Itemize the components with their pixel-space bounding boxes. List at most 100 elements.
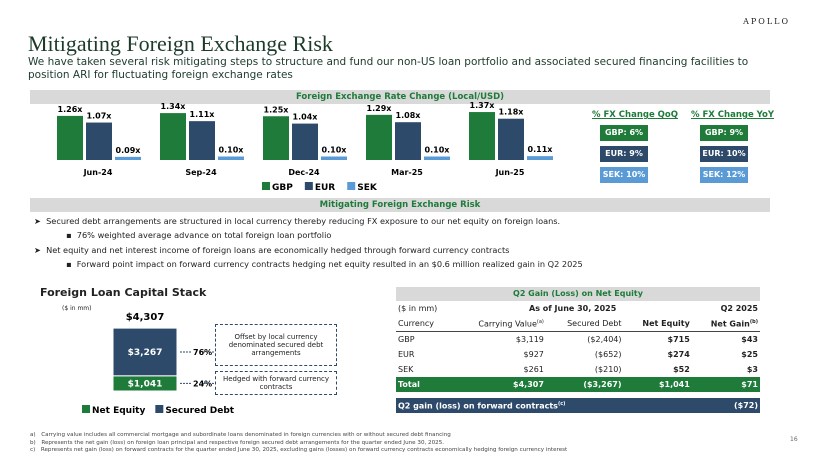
bar	[469, 112, 495, 160]
legend-label: SEK	[357, 183, 378, 193]
cell-text: Q2 gain (loss) on forward contracts	[398, 401, 558, 411]
row: EUR $927 ($652) $274 $25	[396, 347, 760, 362]
cell: $927	[523, 350, 544, 359]
fx-band: Foreign Exchange Rate Change (Local/USD)	[30, 90, 770, 104]
x-tick-label: Dec-24	[288, 168, 320, 177]
legend-swatch	[82, 405, 90, 413]
cell: SEK	[398, 365, 414, 374]
legend-label: EUR	[315, 183, 335, 193]
cell: $4,307	[513, 380, 544, 389]
footnote: c) Represents net gain (loss) on forward…	[30, 447, 568, 453]
value-label: 1.26x	[58, 105, 84, 114]
value-label: 1.18x	[499, 108, 525, 117]
bar	[115, 156, 141, 160]
cell: ($72)	[733, 401, 758, 410]
cell: ($652)	[594, 350, 622, 359]
total-label: $4,307	[126, 312, 165, 323]
cell: Q2 gain (loss) on forward contracts(c)	[396, 398, 692, 413]
forward-row: Q2 gain (loss) on forward contracts(c) ($…	[396, 398, 760, 413]
table-title: Q2 Gain (Loss) on Net Equity	[396, 287, 760, 301]
value-label: 1.25x	[264, 105, 290, 114]
cell: $715	[667, 335, 690, 344]
segment-label: $1,041	[128, 379, 163, 389]
value-label: 1.08x	[396, 111, 422, 120]
fx-box: GBP: 9%	[700, 125, 748, 141]
value-label: 1.07x	[87, 112, 113, 121]
bar	[57, 115, 83, 160]
title: Mitigating Foreign Exchange Risk	[28, 31, 333, 56]
footnote: b) Represents the net gain (loss) on for…	[30, 439, 445, 446]
annotation: Offset by local currency denominated sec…	[228, 333, 324, 357]
bar	[424, 156, 450, 160]
bar	[189, 121, 215, 160]
row: GBP $3,119 ($2,404) $715 $43	[396, 332, 760, 348]
fx-box: EUR: 10%	[700, 146, 748, 162]
fx-box: SEK: 10%	[600, 167, 648, 183]
bullet-text: Secured debt arrangements are structured…	[46, 216, 561, 226]
page-number: 16	[790, 436, 798, 443]
bar	[498, 118, 524, 160]
row: Currency Carrying Value(a) Secured Debt Net…	[396, 316, 760, 332]
fx-box: EUR: 9%	[600, 146, 648, 162]
bar	[395, 122, 421, 160]
bar	[160, 113, 186, 160]
cell: ($3,267)	[583, 380, 622, 389]
bar	[366, 114, 392, 160]
legend-label: Net Equity	[92, 406, 145, 416]
cell: Net Gain(b)	[692, 316, 760, 332]
cell-text: Carrying Value	[478, 319, 537, 329]
cell: Total	[398, 380, 420, 389]
cell: $43	[741, 335, 758, 344]
value-label: 1.29x	[367, 104, 393, 113]
sub-bullet: ▪ Forward point impact on forward curren…	[66, 259, 583, 269]
bullet: ➤ Secured debt arrangements are structur…	[34, 216, 561, 226]
cell: $3	[746, 365, 758, 374]
footnote: a) Carrying value includes all commercia…	[30, 432, 451, 438]
footnotes: a) Carrying value includes all commercia…	[30, 432, 790, 455]
cell-text: Net Gain	[710, 319, 750, 329]
value-label: 0.11x	[528, 145, 554, 154]
bullet: ➤ Net equity and net interest income of …	[34, 245, 510, 255]
cell: $25	[741, 350, 758, 359]
cell: GBP	[398, 335, 415, 344]
legend-label: Secured Debt	[165, 406, 234, 416]
table: ($ in mm) As of June 30, 2025 Q2 2025 Curr…	[396, 301, 760, 413]
value-label: 0.10x	[322, 146, 348, 155]
annotation-box: Offset by local currency denominated sec…	[215, 324, 337, 366]
bar	[527, 156, 553, 160]
bar	[86, 122, 112, 160]
cell: EUR	[398, 350, 415, 359]
cell: $261	[523, 365, 544, 374]
x-tick-label: Jun-25	[495, 168, 525, 177]
row: SEK $261 ($210) $52 $3	[396, 362, 760, 377]
fx-box: SEK: 12%	[700, 167, 748, 183]
bar	[218, 156, 244, 160]
annotation-box: Hedged with forward currency contracts	[215, 371, 337, 395]
share-label: 24%	[193, 379, 212, 388]
subtitle: We have taken several risk mitigating st…	[28, 56, 749, 81]
row: ($ in mm) As of June 30, 2025 Q2 2025	[396, 301, 760, 316]
cell: $1,041	[658, 380, 690, 389]
value-label: 1.34x	[161, 102, 187, 111]
x-tick-label: Sep-24	[185, 168, 217, 177]
fx-title: % FX Change YoY	[691, 110, 775, 120]
cell: Secured Debt	[567, 319, 622, 328]
total-row: Total $4,307 ($3,267) $1,041 $71	[396, 377, 760, 392]
x-tick-label: Mar-25	[391, 168, 423, 177]
cell: $3,119	[515, 335, 544, 344]
bullet-text: Net equity and net interest income of fo…	[46, 245, 510, 255]
note: (a)	[536, 318, 544, 325]
stack-unit: ($ in mm)	[62, 305, 92, 312]
cell: Q2 2025	[720, 304, 758, 313]
stack-title: Foreign Loan Capital Stack	[40, 286, 207, 299]
cell: $71	[741, 380, 758, 389]
legend-label: GBP	[272, 183, 293, 193]
value-label: 1.37x	[470, 101, 496, 110]
legend-swatch	[262, 182, 270, 190]
cell: As of June 30, 2025	[529, 304, 617, 313]
cell: $52	[673, 365, 690, 374]
bullet-text: 76% weighted average advance on total fo…	[76, 230, 332, 240]
legend-swatch	[347, 182, 356, 190]
